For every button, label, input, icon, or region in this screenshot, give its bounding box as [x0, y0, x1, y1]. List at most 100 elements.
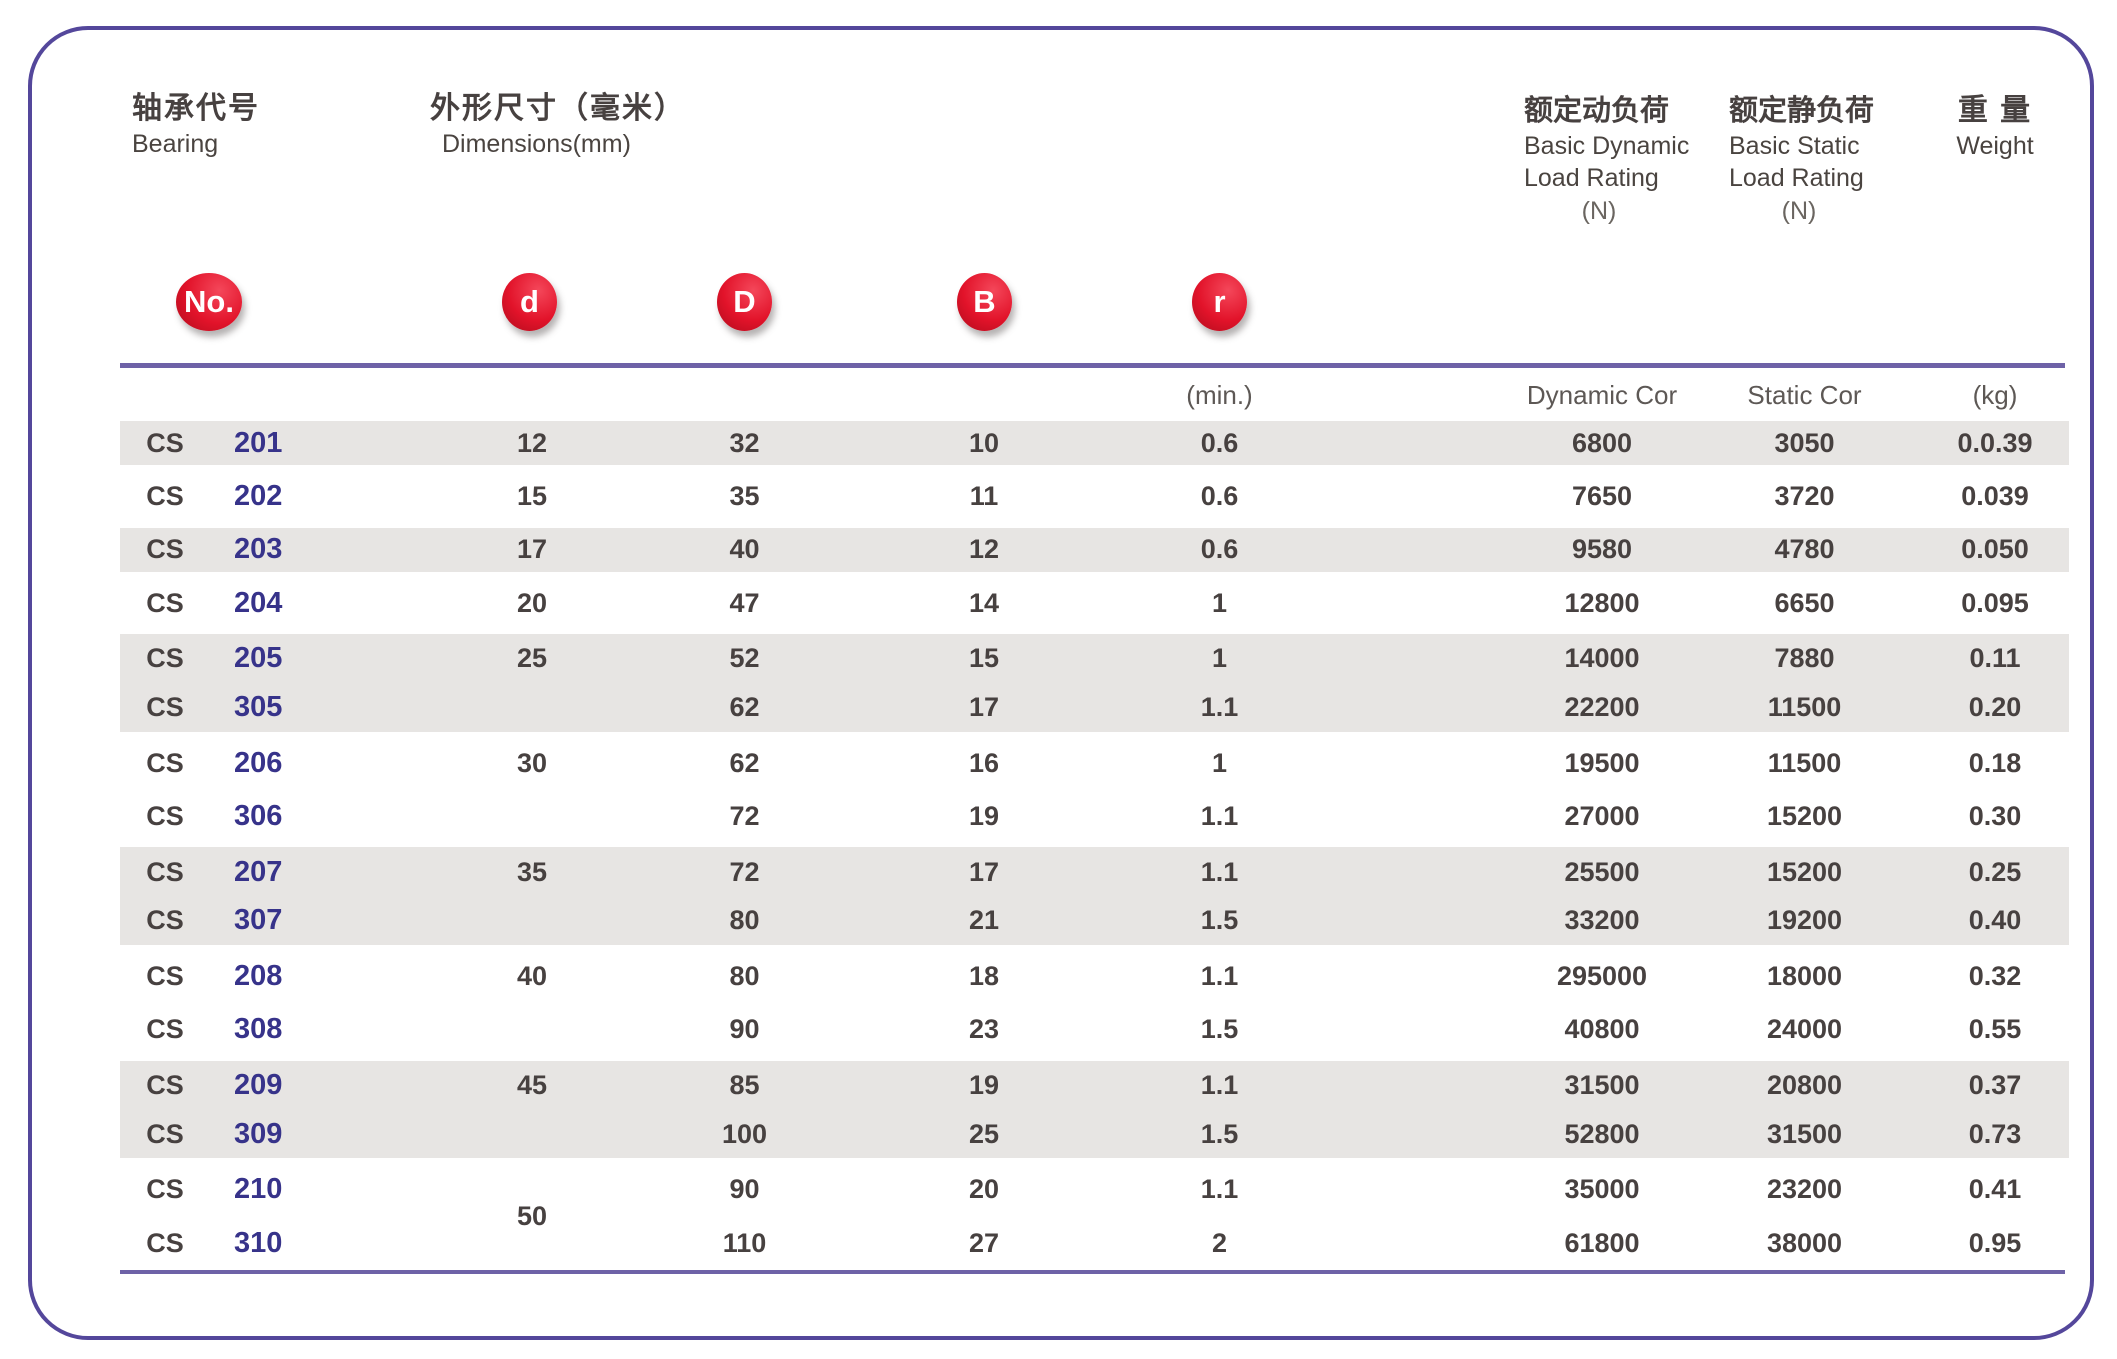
static-load-rating: 18000 [1766, 961, 1843, 992]
dynamic-load-rating: 9580 [1571, 534, 1633, 565]
static-load-rating: 23200 [1766, 1174, 1843, 1205]
header-weight: 重 量 Weight [1925, 92, 2065, 162]
bore-diameter-d: 35 [516, 856, 548, 887]
bearing-number: 308 [234, 1013, 283, 1046]
width-B: 17 [968, 856, 1000, 887]
width-B: 16 [968, 747, 1000, 778]
dynamic-load-rating: 12800 [1564, 588, 1640, 619]
bearing-prefix: CS [146, 588, 184, 619]
table-row: CS 203 17 40 12 0.6 9580 4780 0.050 [120, 523, 2069, 577]
weight-kg: 0.20 [1968, 692, 2022, 723]
table-row: CS 204 20 47 14 1 12800 6650 0.095 [120, 577, 2069, 630]
width-B: 12 [968, 534, 1000, 565]
bearing-prefix: CS [146, 961, 184, 992]
bore-diameter-d [407, 683, 657, 731]
radius-r: 1 [1211, 643, 1228, 674]
badge-width: B [957, 273, 1012, 331]
outer-diameter-D: 100 [721, 1118, 768, 1149]
table-row: CS 206 30 62 16 1 19500 11500 0.18 [120, 737, 2069, 790]
table-row: CS 309 100 25 1.5 52800 31500 0.73 [120, 1109, 2069, 1164]
table-row: CS 310 110 27 2 61800 38000 0.95 [120, 1216, 2069, 1269]
header-static-zh: 额定静负荷 [1729, 95, 1875, 127]
bearing-prefix: CS [146, 1227, 184, 1258]
header-static-unit: (N) [1781, 197, 1817, 225]
header-dynamic-en1: Basic Dynamic [1524, 132, 1690, 160]
header-bearing: 轴承代号 Bearing [132, 90, 260, 160]
width-B: 23 [968, 1014, 1000, 1045]
dynamic-load-rating: 35000 [1564, 1174, 1640, 1205]
static-load-rating: 20800 [1766, 1069, 1843, 1100]
bore-diameter-d: 20 [516, 588, 548, 619]
static-load-rating: 11500 [1767, 692, 1842, 723]
table-row: CS 305 62 17 1.1 22200 11500 0.20 [120, 683, 2069, 737]
bearing-prefix: CS [146, 1069, 184, 1100]
static-load-rating: 31500 [1766, 1118, 1843, 1149]
width-B: 19 [968, 801, 1000, 832]
dynamic-load-rating: 7650 [1571, 481, 1633, 512]
table-row: CS 308 90 23 1.5 40800 24000 0.55 [120, 1003, 2069, 1056]
header-static-en1: Basic Static [1729, 132, 1860, 160]
outer-diameter-D: 35 [729, 481, 760, 512]
width-B: 10 [968, 427, 1000, 458]
static-load-rating: 38000 [1766, 1227, 1843, 1258]
width-B: 20 [968, 1174, 1000, 1205]
bore-diameter-d [407, 897, 657, 945]
outer-diameter-D: 62 [729, 692, 760, 723]
static-load-rating: 6650 [1774, 588, 1835, 619]
dynamic-load-rating: 61800 [1564, 1227, 1640, 1258]
bore-diameter-d: 17 [516, 534, 548, 565]
dynamic-load-rating: 31500 [1564, 1069, 1640, 1100]
weight-kg: 0.18 [1968, 747, 2022, 778]
table-row: CS 205 25 52 15 1 14000 7880 0.11 [120, 630, 2069, 684]
radius-r: 1.1 [1200, 1174, 1239, 1205]
bearing-number: 204 [234, 587, 283, 620]
bearing-number: 307 [234, 904, 283, 937]
outer-diameter-D: 80 [729, 961, 760, 992]
bore-diameter-d: 15 [516, 481, 548, 512]
bore-diameter-d: 30 [516, 747, 548, 778]
radius-r: 1 [1211, 747, 1228, 778]
bearing-prefix: CS [146, 747, 184, 778]
bearing-prefix: CS [146, 643, 184, 674]
spec-table-card: 轴承代号 Bearing 外形尺寸（毫米） Dimensions(mm) 额定动… [28, 26, 2094, 1340]
subheader-r-min: (min.) [1186, 379, 1253, 410]
dynamic-load-rating: 6800 [1571, 427, 1633, 458]
subheader-dynamic-cor: Dynamic Cor [1526, 379, 1678, 410]
radius-r: 0.6 [1200, 534, 1239, 565]
bearing-number: 201 [234, 426, 283, 459]
bearing-prefix: CS [146, 1174, 184, 1205]
radius-r: 1.1 [1200, 961, 1239, 992]
outer-diameter-D: 90 [729, 1174, 760, 1205]
dynamic-load-rating: 52800 [1564, 1118, 1640, 1149]
bearing-number: 309 [234, 1117, 283, 1150]
dynamic-load-rating: 33200 [1564, 905, 1640, 936]
bearing-number: 306 [234, 800, 283, 833]
bearing-number: 305 [234, 691, 283, 724]
radius-r: 1.5 [1200, 905, 1239, 936]
outer-diameter-D: 40 [729, 534, 760, 565]
bottom-divider [120, 1270, 2065, 1274]
width-B: 18 [968, 961, 1000, 992]
weight-kg: 0.30 [1968, 801, 2022, 832]
width-B: 11 [969, 481, 999, 512]
header-dynamic-unit: (N) [1581, 197, 1617, 225]
weight-kg: 0.41 [1968, 1174, 2022, 1205]
width-B: 27 [968, 1227, 1000, 1258]
outer-diameter-D: 90 [729, 1014, 760, 1045]
weight-kg: 0.039 [1961, 481, 2029, 512]
badge-outer-diameter: D [717, 273, 772, 331]
weight-kg: 0.37 [1968, 1069, 2022, 1100]
bearing-number: 207 [234, 855, 283, 888]
bearing-prefix: CS [146, 1014, 184, 1045]
top-divider [120, 363, 2065, 368]
radius-r: 1.1 [1200, 1069, 1239, 1100]
bearing-prefix: CS [146, 801, 184, 832]
radius-r: 1.1 [1200, 692, 1239, 723]
bore-diameter-d: 25 [516, 643, 548, 674]
bearing-number: 310 [234, 1226, 283, 1259]
table-subheader-row: (min.) Dynamic Cor Static Cor (kg) [120, 373, 2069, 417]
header-dynamic-load: 额定动负荷 Basic Dynamic Load Rating (N) [1524, 92, 1694, 228]
radius-r: 1.1 [1200, 801, 1239, 832]
subheader-static-cor: Static Cor [1747, 379, 1862, 410]
d-value-spanning-210-310: 50 [516, 1200, 548, 1231]
